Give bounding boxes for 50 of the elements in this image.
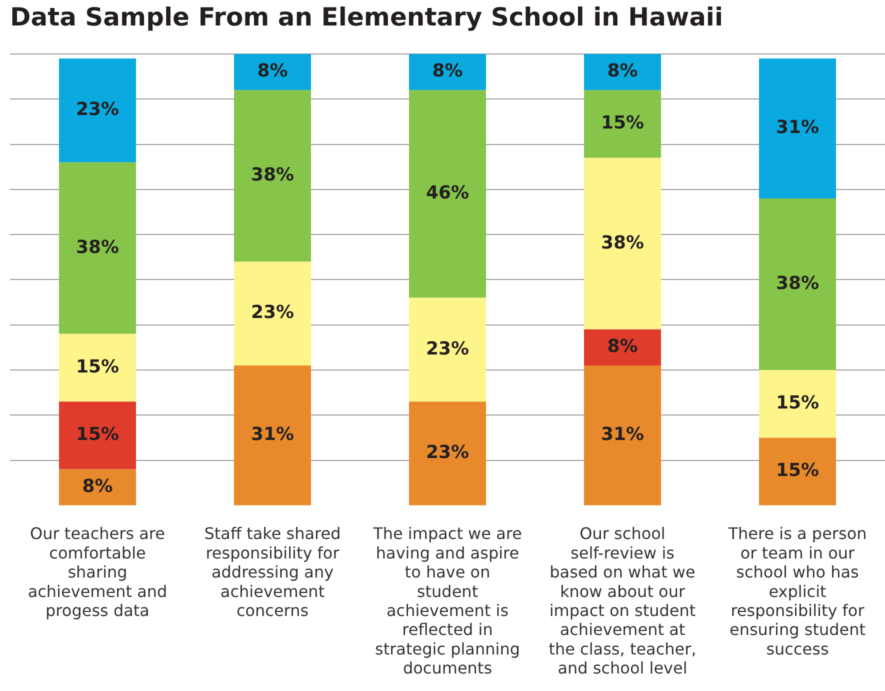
data-label: 31%	[250, 424, 294, 446]
x-tick-label: The impact we are having and aspire to have on student achievement is reflected in strategic planning documents	[372, 524, 522, 678]
data-label: 15%	[776, 460, 820, 482]
data-label: 15%	[76, 424, 120, 446]
x-tick-label: Our teachers are comfortable sharing achievement and progess data	[28, 524, 168, 620]
bar	[409, 402, 486, 506]
data-label: 23%	[426, 338, 470, 360]
data-label: 15%	[76, 356, 120, 378]
bar	[584, 329, 661, 366]
data-label: 46%	[426, 182, 470, 204]
bar	[234, 262, 311, 366]
bar	[234, 90, 311, 262]
bar	[759, 198, 836, 370]
data-label: 23%	[250, 302, 294, 324]
data-label: 8%	[257, 60, 288, 82]
bar	[409, 298, 486, 402]
data-label: 38%	[250, 164, 294, 186]
bar	[409, 90, 486, 298]
data-label: 8%	[607, 336, 638, 358]
bar	[59, 469, 136, 506]
bar	[759, 58, 836, 198]
data-label: 38%	[776, 272, 820, 294]
bar	[584, 365, 661, 506]
data-label: 8%	[607, 60, 638, 82]
chart-title: Data Sample From an Elementary School in Hawaii	[10, 2, 724, 32]
data-label: 15%	[776, 392, 820, 414]
bar	[59, 58, 136, 162]
data-label: 23%	[426, 442, 470, 464]
bar	[59, 334, 136, 402]
data-label: 23%	[76, 99, 120, 120]
bar	[409, 54, 486, 90]
bar	[59, 402, 136, 470]
bar	[759, 438, 836, 506]
x-tick-label: Our school self-review is based on what we know about our impact on student achievement at the class, teacher, and school level	[548, 524, 696, 678]
data-label: 31%	[600, 424, 644, 446]
data-label: 31%	[776, 117, 820, 138]
data-label: 15%	[600, 112, 644, 134]
data-label: 38%	[600, 232, 644, 254]
x-tick-label: There is a person or team in our school who has explicit responsibility for ensuring student success	[727, 524, 867, 658]
bar	[584, 158, 661, 330]
bar	[234, 365, 311, 506]
data-label: 8%	[432, 60, 463, 82]
bar	[759, 370, 836, 438]
x-tick-label: Staff take shared responsibility for addressing any achievement concerns	[204, 524, 341, 620]
bar	[59, 162, 136, 334]
bar	[584, 54, 661, 90]
data-label: 8%	[82, 476, 113, 498]
bar	[584, 90, 661, 158]
bar	[234, 54, 311, 90]
data-label: 38%	[76, 236, 120, 258]
